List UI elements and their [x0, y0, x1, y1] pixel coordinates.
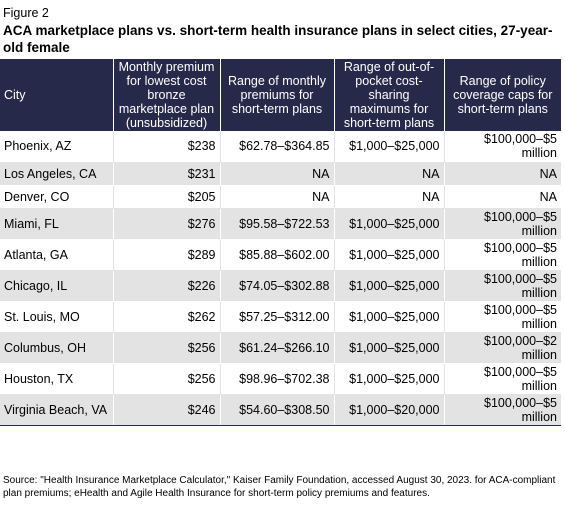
table-row: Houston, TX $256 $98.96–$702.38 $1,000–$… — [0, 363, 561, 395]
cell-city: Chicago, IL — [0, 270, 113, 302]
cell-short-term-premiums: $61.24–$266.10 — [219, 332, 334, 364]
figure-label: Figure 2 — [3, 6, 49, 20]
cell-coverage-caps: $100,000–$5 million — [443, 394, 561, 426]
cell-coverage-caps: $100,000–$5 million — [443, 363, 561, 395]
cell-bronze-premium: $256 — [112, 332, 220, 364]
cell-coverage-caps: $100,000–$5 million — [443, 208, 561, 240]
cell-short-term-premiums: NA — [219, 185, 334, 209]
header-city: City — [0, 59, 113, 131]
cell-oop-maximums: NA — [333, 162, 444, 186]
cell-oop-maximums: $1,000–$25,000 — [333, 301, 444, 333]
cell-oop-maximums: $1,000–$25,000 — [333, 270, 444, 302]
header-bronze-premium: Monthly premium for lowest cost bronze m… — [112, 59, 220, 131]
cell-coverage-caps: $100,000–$5 million — [443, 270, 561, 302]
cell-short-term-premiums: $57.25–$312.00 — [219, 301, 334, 333]
cell-short-term-premiums: $62.78–$364.85 — [219, 131, 334, 163]
cell-city: Atlanta, GA — [0, 239, 113, 271]
cell-short-term-premiums: $95.58–$722.53 — [219, 208, 334, 240]
cell-short-term-premiums: $74.05–$302.88 — [219, 270, 334, 302]
cell-city: Los Angeles, CA — [0, 162, 113, 186]
source-note: Source: "Health Insurance Marketplace Ca… — [3, 475, 556, 499]
cell-oop-maximums: $1,000–$25,000 — [333, 208, 444, 240]
cell-bronze-premium: $276 — [112, 208, 220, 240]
cell-short-term-premiums: $54.60–$308.50 — [219, 394, 334, 426]
table-row: Columbus, OH $256 $61.24–$266.10 $1,000–… — [0, 332, 561, 364]
figure-title: ACA marketplace plans vs. short-term hea… — [3, 23, 553, 55]
cell-city: St. Louis, MO — [0, 301, 113, 333]
cell-city: Columbus, OH — [0, 332, 113, 364]
cell-oop-maximums: NA — [333, 185, 444, 209]
cell-city: Miami, FL — [0, 208, 113, 240]
comparison-table: City Monthly premium for lowest cost bro… — [0, 59, 561, 426]
cell-oop-maximums: $1,000–$20,000 — [333, 394, 444, 426]
cell-coverage-caps: $100,000–$5 million — [443, 239, 561, 271]
cell-bronze-premium: $256 — [112, 363, 220, 395]
table-row: Miami, FL $276 $95.58–$722.53 $1,000–$25… — [0, 208, 561, 240]
cell-oop-maximums: $1,000–$25,000 — [333, 332, 444, 364]
cell-short-term-premiums: $98.96–$702.38 — [219, 363, 334, 395]
header-short-term-premiums: Range of monthly premiums for short-term… — [219, 59, 334, 131]
cell-oop-maximums: $1,000–$25,000 — [333, 239, 444, 271]
cell-bronze-premium: $246 — [112, 394, 220, 426]
table-row: Phoenix, AZ $238 $62.78–$364.85 $1,000–$… — [0, 131, 561, 163]
table-row: Chicago, IL $226 $74.05–$302.88 $1,000–$… — [0, 270, 561, 302]
cell-oop-maximums: $1,000–$25,000 — [333, 363, 444, 395]
cell-city: Denver, CO — [0, 185, 113, 209]
table-row: Los Angeles, CA $231 NA NA NA — [0, 162, 561, 186]
cell-bronze-premium: $238 — [112, 131, 220, 163]
cell-coverage-caps: $100,000–$5 million — [443, 131, 561, 163]
table-row: Denver, CO $205 NA NA NA — [0, 185, 561, 209]
cell-bronze-premium: $262 — [112, 301, 220, 333]
cell-oop-maximums: $1,000–$25,000 — [333, 131, 444, 163]
header-oop-maximums: Range of out-of-pocket cost-sharing maxi… — [333, 59, 444, 131]
table-row: St. Louis, MO $262 $57.25–$312.00 $1,000… — [0, 301, 561, 333]
cell-bronze-premium: $226 — [112, 270, 220, 302]
table-row: Atlanta, GA $289 $85.88–$602.00 $1,000–$… — [0, 239, 561, 271]
cell-bronze-premium: $289 — [112, 239, 220, 271]
cell-city: Virginia Beach, VA — [0, 394, 113, 426]
cell-bronze-premium: $231 — [112, 162, 220, 186]
cell-short-term-premiums: NA — [219, 162, 334, 186]
cell-coverage-caps: $100,000–$2 million — [443, 332, 561, 364]
cell-city: Houston, TX — [0, 363, 113, 395]
header-coverage-caps: Range of policy coverage caps for short-… — [443, 59, 561, 131]
cell-short-term-premiums: $85.88–$602.00 — [219, 239, 334, 271]
cell-coverage-caps: NA — [443, 185, 561, 209]
cell-coverage-caps: $100,000–$5 million — [443, 301, 561, 333]
cell-city: Phoenix, AZ — [0, 131, 113, 163]
cell-coverage-caps: NA — [443, 162, 561, 186]
cell-bronze-premium: $205 — [112, 185, 220, 209]
table-row: Virginia Beach, VA $246 $54.60–$308.50 $… — [0, 394, 561, 426]
header-row: City Monthly premium for lowest cost bro… — [0, 59, 561, 131]
